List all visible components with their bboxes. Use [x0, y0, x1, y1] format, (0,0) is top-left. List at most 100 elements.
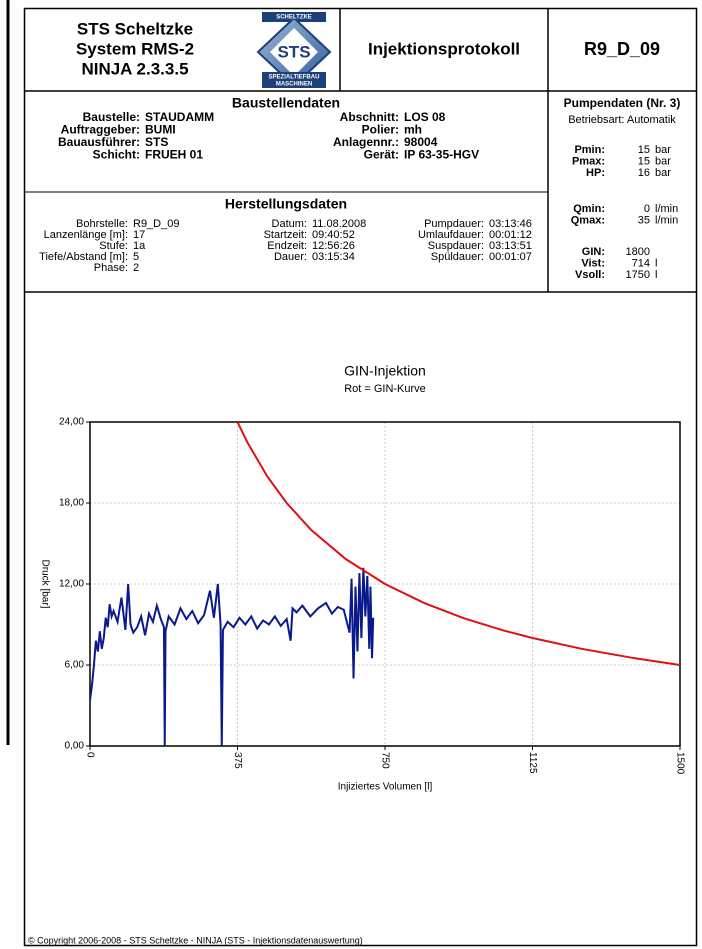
pump-label: HP: — [586, 167, 605, 179]
field-label: Bauausführer: — [58, 135, 140, 149]
x-axis-label: Injiziertes Volumen [l] — [338, 782, 433, 793]
pump-value: 0 — [644, 203, 650, 215]
field-label: Dauer: — [274, 251, 307, 263]
field-label: Schicht: — [93, 148, 140, 162]
field-label: Stufe: — [99, 240, 128, 252]
pump-label: Vist: — [581, 257, 605, 269]
field-value: 03:13:46 — [489, 218, 532, 230]
x-tick-label: 1500 — [674, 752, 685, 775]
field-value: 00:01:12 — [489, 229, 532, 241]
field-value: FRUEH 01 — [145, 148, 203, 162]
field-label: Baustelle: — [83, 110, 140, 124]
pump-value: 714 — [632, 257, 650, 269]
data-line — [236, 422, 680, 666]
y-tick-label: 0,00 — [65, 741, 85, 752]
pump-unit: l/min — [655, 214, 678, 226]
y-tick-label: 24,00 — [59, 417, 84, 428]
company-line: NINJA 2.3.3.5 — [81, 59, 188, 78]
pump-label: Pmax: — [572, 155, 605, 167]
section-title: Baustellendaten — [232, 95, 340, 111]
field-label: Polier: — [362, 123, 399, 137]
y-tick-label: 12,00 — [59, 579, 84, 590]
chart-title: GIN-Injektion — [344, 363, 426, 379]
company-line: STS Scheltzke — [77, 19, 193, 38]
field-label: Startzeit: — [264, 229, 307, 241]
pump-label: Qmax: — [571, 214, 605, 226]
pump-value: 15 — [638, 144, 650, 156]
y-tick-label: 6,00 — [65, 660, 85, 671]
field-value: LOS 08 — [404, 110, 446, 124]
copyright: © Copyright 2006-2008 - STS Scheltzke - … — [28, 935, 363, 945]
field-value: IP 63-35-HGV — [404, 148, 479, 162]
y-tick-label: 18,00 — [59, 498, 84, 509]
field-value: 1a — [133, 240, 146, 252]
field-label: Abschnitt: — [340, 110, 399, 124]
x-tick-label: 750 — [379, 752, 390, 769]
pump-value: 1800 — [626, 246, 650, 258]
plot-frame — [89, 421, 681, 747]
chart-subtitle: Rot = GIN-Kurve — [344, 383, 426, 395]
data-line — [90, 567, 375, 746]
field-value: 03:15:34 — [312, 251, 355, 263]
section-title: Pumpendaten (Nr. 3) — [564, 96, 681, 110]
field-value: 12:56:26 — [312, 240, 355, 252]
field-value: 11.08.2008 — [312, 218, 366, 230]
logo-text: SPEZIALTIEFBAU — [269, 75, 320, 81]
field-value: BUMI — [145, 123, 176, 137]
logo — [256, 12, 332, 88]
pump-value: 1750 — [626, 269, 650, 281]
company-line: System RMS-2 — [76, 39, 194, 58]
logo-text: SCHELTZKE — [276, 15, 312, 21]
field-label: Anlagennr.: — [333, 135, 399, 149]
pump-unit: bar — [655, 144, 671, 156]
field-value: 5 — [133, 251, 139, 263]
pump-value: 16 — [638, 167, 650, 179]
field-label: Bohrstelle: — [76, 218, 128, 230]
pump-unit: l/min — [655, 203, 678, 215]
field-label: Suspdauer: — [428, 240, 484, 252]
pump-label: Vsoll: — [575, 269, 605, 281]
protocol-title: Injektionsprotokoll — [368, 39, 520, 58]
protocol-id: R9_D_09 — [584, 39, 660, 59]
field-label: Auftraggeber: — [61, 123, 140, 137]
field-label: Datum: — [272, 218, 307, 230]
pump-unit: bar — [655, 155, 671, 167]
field-label: Phase: — [94, 262, 128, 274]
field-value: 03:13:51 — [489, 240, 532, 252]
pump-unit: bar — [655, 167, 671, 179]
pump-label: Pmin: — [574, 144, 605, 156]
field-text: Betriebsart: Automatik — [568, 114, 676, 126]
y-axis-label: Druck [bar] — [39, 560, 50, 609]
logo-text: STS — [277, 42, 310, 61]
pump-label: GIN: — [582, 246, 605, 258]
field-label: Tiefe/Abstand [m]: — [39, 251, 128, 263]
field-value: STS — [145, 135, 168, 149]
field-value: 00:01:07 — [489, 251, 532, 263]
field-value: 2 — [133, 262, 139, 274]
field-label: Endzeit: — [267, 240, 307, 252]
field-label: Gerät: — [364, 148, 399, 162]
pump-label: Qmin: — [573, 203, 605, 215]
field-value: 98004 — [404, 135, 438, 149]
logo-text: MASCHINEN — [276, 82, 312, 88]
x-tick-label: 375 — [232, 752, 243, 769]
field-value: R9_D_09 — [133, 218, 179, 230]
field-value: 09:40:52 — [312, 229, 355, 241]
field-value: 17 — [133, 229, 145, 241]
field-value: STAUDAMM — [145, 110, 214, 124]
pump-unit: l — [655, 257, 657, 269]
logo-band — [262, 72, 326, 88]
field-label: Pumpdauer: — [424, 218, 484, 230]
page-frame — [23, 7, 698, 947]
field-value: mh — [404, 123, 422, 137]
field-label: Umlaufdauer: — [418, 229, 484, 241]
pump-unit: l — [655, 269, 657, 281]
pump-value: 35 — [638, 214, 650, 226]
section-title: Herstellungsdaten — [225, 196, 347, 212]
field-label: Spüldauer: — [431, 251, 484, 263]
field-label: Lanzenlänge [m]: — [44, 229, 128, 241]
pump-value: 15 — [638, 155, 650, 167]
x-tick-label: 1125 — [527, 752, 538, 774]
